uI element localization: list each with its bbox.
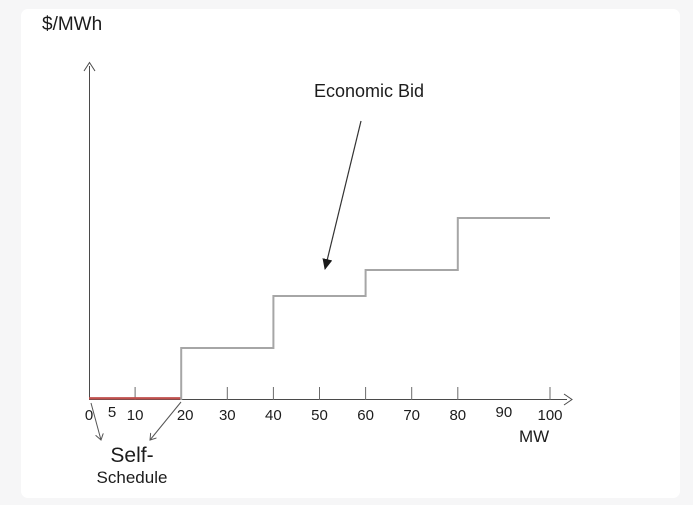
y-axis-label: $/MWh [42,14,103,35]
y-axis-arrowhead-icon [83,61,96,72]
x-tick-label-60: 60 [357,407,374,424]
x-axis [89,393,573,406]
x-tick-label-90: 90 [495,404,513,421]
x-axis-label: MW [519,427,550,446]
x-tick-label-40: 40 [265,407,282,424]
self-schedule-arrows [90,401,182,440]
x-tick-label-50: 50 [311,407,328,424]
self-schedule-label-line2: Schedule [96,468,168,487]
x-tick-label-100: 100 [537,407,563,424]
x-tick-label-20: 20 [176,407,194,424]
x-tick-label-30: 30 [218,407,236,424]
self-schedule-arrow-right [150,401,182,440]
economic-bid-label: Economic Bid [314,81,425,101]
y-axis [83,61,96,400]
self-schedule-arrow-left [90,402,101,440]
x-axis-arrowhead-icon [563,393,573,406]
x-tick-label-70: 70 [403,407,421,424]
self-schedule-label-line1: Self- [110,444,154,467]
x-tick-label-5: 5 [107,404,117,421]
x-tick-label-0: 0 [84,407,94,424]
x-tick-label-10: 10 [126,407,144,424]
x-axis-ticks [134,387,551,400]
x-tick-label-80: 80 [449,407,467,424]
economic-bid-step-curve [180,217,550,400]
self-schedule-label: Self- Schedule [82,443,182,488]
economic-bid-arrow [322,120,362,270]
chart-canvas [21,9,680,498]
